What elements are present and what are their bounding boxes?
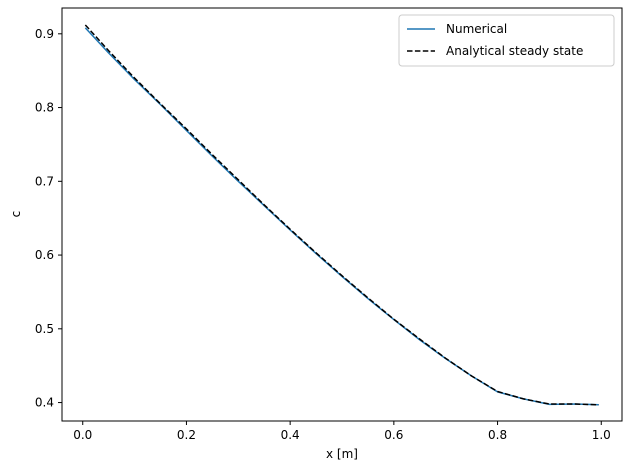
legend: Numerical Analytical steady state: [398, 14, 615, 67]
x-tick-label: 1.0: [592, 428, 611, 442]
series-layer: [84, 24, 599, 406]
x-axis-label: x [m]: [326, 447, 358, 461]
series-line-analytical: [84, 24, 599, 406]
y-tick-label: 0.5: [35, 322, 54, 336]
x-tick-label: 0.4: [281, 428, 300, 442]
y-axis-ticks: 0.4 0.5 0.6 0.7 0.8 0.9: [35, 27, 62, 410]
legend-box: [398, 14, 615, 67]
legend-label-analytical: Analytical steady state: [446, 44, 583, 58]
y-axis-label: c: [9, 211, 23, 218]
y-tick-label: 0.4: [35, 396, 54, 410]
y-tick-label: 0.6: [35, 248, 54, 262]
plot-background: [62, 8, 622, 421]
x-axis-ticks: 0.0 0.2 0.4 0.6 0.8 1.0: [73, 421, 611, 442]
x-tick-label: 0.8: [488, 428, 507, 442]
y-tick-label: 0.8: [35, 101, 54, 115]
x-tick-label: 0.0: [73, 428, 92, 442]
y-tick-label: 0.7: [35, 174, 54, 188]
x-tick-label: 0.2: [177, 428, 196, 442]
y-tick-label: 0.9: [35, 27, 54, 41]
x-tick-label: 0.6: [384, 428, 403, 442]
legend-label-numerical: Numerical: [446, 22, 507, 36]
plot-frame: [61, 7, 623, 422]
